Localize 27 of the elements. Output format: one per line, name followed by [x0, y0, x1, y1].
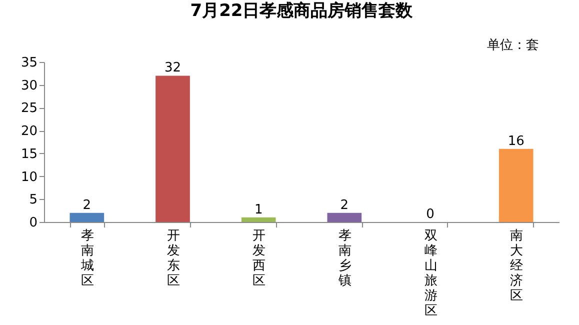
x-tick-label: 双峰山旅游区: [424, 228, 438, 318]
x-tick-label: 南大经济区: [510, 228, 524, 304]
x-tick-label: 孝南城区: [80, 228, 94, 288]
text: 单位：套: [487, 37, 539, 54]
data-label: 32: [164, 60, 182, 76]
data-label: 2: [82, 198, 92, 213]
y-tick-label: 35: [20, 56, 38, 70]
data-label: 2: [340, 198, 349, 213]
y-tick-label: 10: [20, 170, 38, 185]
bar: [327, 212, 362, 222]
bar: [498, 148, 534, 222]
data-label: 0: [426, 207, 434, 222]
y-tick-label: 5: [29, 192, 38, 208]
x-tick-label: 开发西区: [252, 228, 266, 288]
y-tick-label: 15: [20, 146, 38, 162]
chart-title: 7月22日孝感商品房销售套数: [190, 1, 414, 21]
y-tick-label: 25: [20, 101, 38, 116]
y-tick-label: 20: [20, 124, 38, 140]
bar: [156, 76, 190, 222]
y-tick-label: 30: [20, 78, 38, 94]
x-tick-label: 孝南乡镇: [337, 228, 352, 288]
data-label: 1: [254, 202, 263, 218]
x-tick-label: 开发东区: [166, 228, 180, 288]
y-tick-label: 0: [29, 216, 38, 230]
bar: [241, 217, 276, 222]
bar: [70, 212, 104, 222]
data-label: 16: [508, 134, 524, 149]
